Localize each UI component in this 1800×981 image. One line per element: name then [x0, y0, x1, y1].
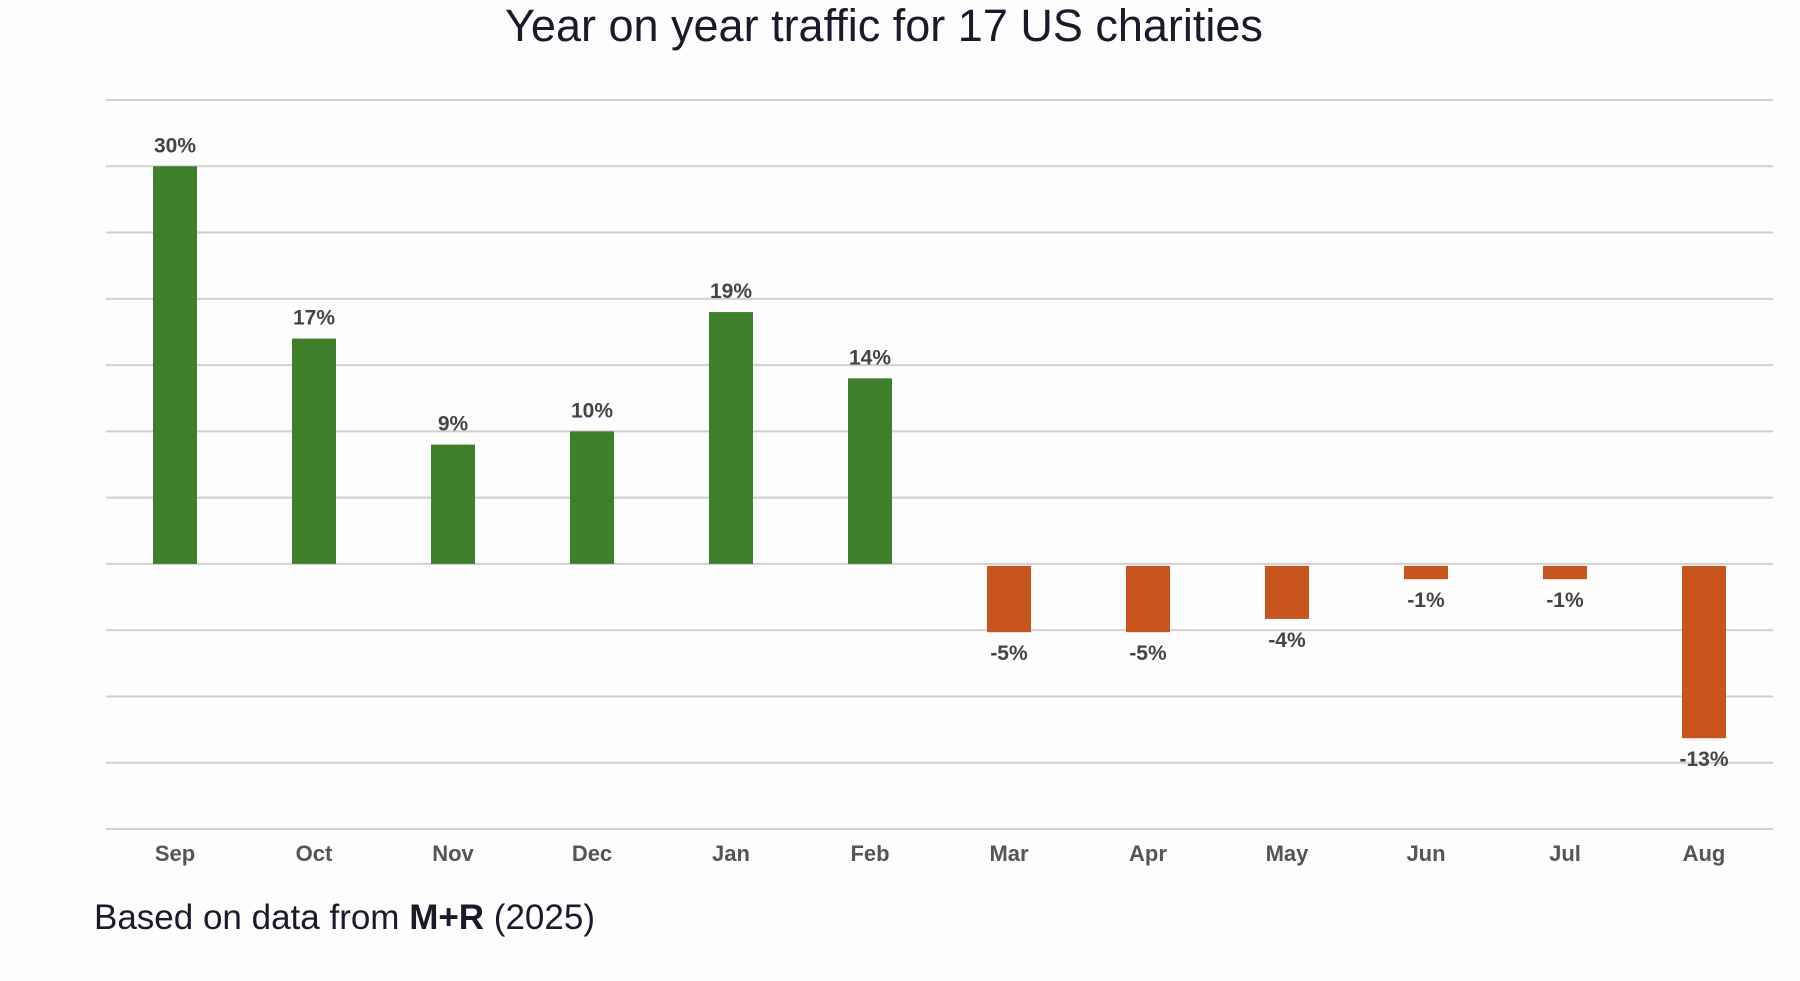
x-tick-label: Aug: [1683, 841, 1726, 866]
data-label: 19%: [710, 280, 752, 303]
data-label: 14%: [849, 346, 891, 369]
data-label: 17%: [293, 307, 335, 330]
data-label: 10%: [571, 399, 613, 422]
x-tick-label: Dec: [572, 841, 612, 866]
x-tick-label: Jul: [1549, 841, 1581, 866]
bar-jan: [709, 312, 753, 564]
bar-feb: [848, 378, 892, 564]
bar-oct: [292, 338, 336, 564]
source-name: M+R: [409, 898, 485, 937]
x-tick-label: Jan: [712, 841, 750, 866]
x-tick-label: Oct: [296, 841, 333, 866]
x-tick-label: Sep: [155, 841, 195, 866]
bar-nov: [431, 444, 475, 564]
bar-may: [1265, 565, 1309, 619]
source-suffix: (2025): [484, 898, 595, 937]
bar-aug: [1682, 565, 1726, 739]
bar-sep: [153, 166, 197, 564]
x-tick-label: Jun: [1406, 841, 1445, 866]
data-label: -1%: [1407, 589, 1445, 612]
bar-dec: [570, 431, 614, 564]
x-tick-label: Feb: [850, 841, 889, 866]
data-label: 9%: [438, 413, 469, 436]
data-label: -5%: [990, 642, 1028, 665]
x-tick-label: Nov: [432, 841, 474, 866]
bar-jul: [1543, 565, 1587, 580]
data-label: -4%: [1268, 629, 1306, 652]
data-label: -1%: [1546, 589, 1584, 612]
x-tick-label: Apr: [1129, 841, 1167, 866]
x-tick-label: Mar: [989, 841, 1029, 866]
bar-apr: [1126, 565, 1170, 633]
x-tick-label: May: [1266, 841, 1310, 866]
data-label: -13%: [1679, 748, 1728, 771]
data-label: 30%: [154, 134, 196, 157]
source-prefix: Based on data from: [94, 898, 410, 937]
source-note: Based on data from M+R (2025): [94, 898, 595, 938]
bar-mar: [987, 565, 1031, 633]
bar-jun: [1404, 565, 1448, 580]
chart-title: Year on year traffic for 17 US charities: [505, 0, 1263, 51]
data-label: -5%: [1129, 642, 1167, 665]
